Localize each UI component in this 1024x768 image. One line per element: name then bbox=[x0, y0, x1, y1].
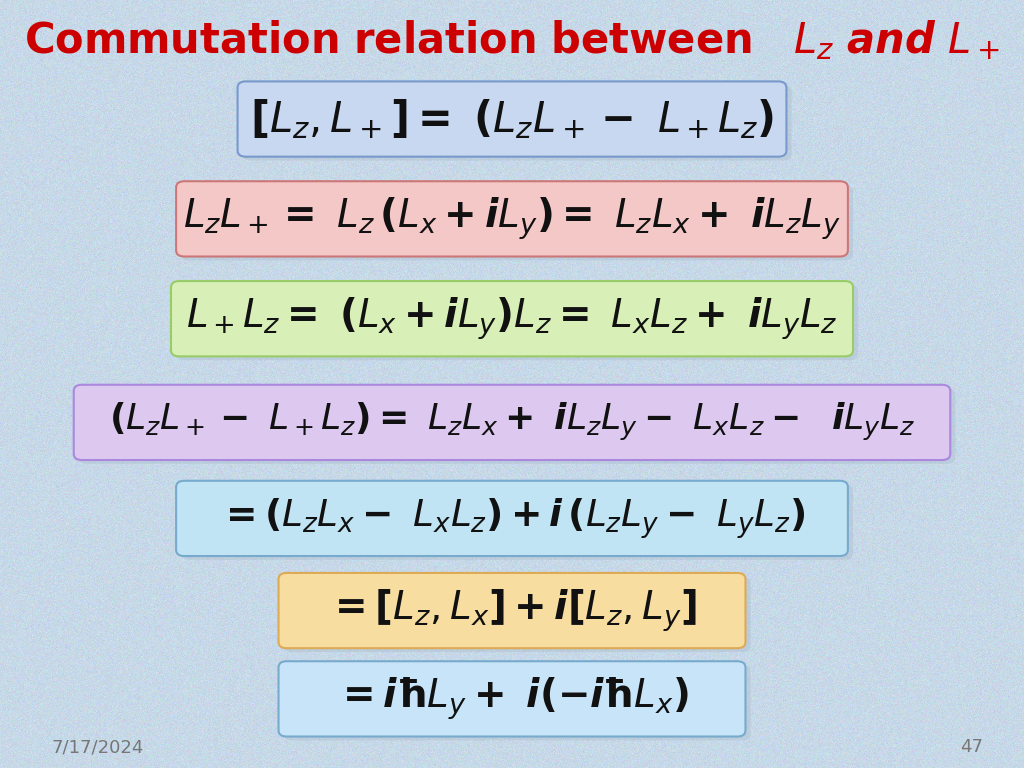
Text: $\boldsymbol{= (L_z L_x - \ L_x L_z) + i\,(L_z L_y - \ L_y L_z)}$: $\boldsymbol{= (L_z L_x - \ L_x L_z) + i… bbox=[218, 496, 806, 541]
Text: $\boldsymbol{L_+ L_z = \ (L_x + iL_y)L_z = \ L_x L_z + \ iL_y L_z}$: $\boldsymbol{L_+ L_z = \ (L_x + iL_y)L_z… bbox=[186, 296, 838, 342]
FancyBboxPatch shape bbox=[279, 661, 745, 737]
FancyBboxPatch shape bbox=[181, 485, 853, 560]
Text: $\boldsymbol{[L_z, L_+] = \ (L_z L_+ - \ L_+ L_z)}$: $\boldsymbol{[L_z, L_+] = \ (L_z L_+ - \… bbox=[250, 97, 774, 141]
FancyBboxPatch shape bbox=[284, 665, 751, 740]
FancyBboxPatch shape bbox=[279, 573, 745, 648]
FancyBboxPatch shape bbox=[176, 481, 848, 556]
FancyBboxPatch shape bbox=[74, 385, 950, 460]
Text: 7/17/2024: 7/17/2024 bbox=[51, 739, 143, 756]
FancyBboxPatch shape bbox=[171, 281, 853, 356]
FancyBboxPatch shape bbox=[238, 81, 786, 157]
FancyBboxPatch shape bbox=[176, 285, 858, 360]
Text: $\boldsymbol{(L_z L_+ - \ L_+ L_z) = \ L_z L_x + \ iL_z L_y - \ L_x L_z - \ \ iL: $\boldsymbol{(L_z L_+ - \ L_+ L_z) = \ L… bbox=[109, 402, 915, 443]
FancyBboxPatch shape bbox=[243, 85, 792, 161]
Text: $\boldsymbol{= i\hbar L_y + \ i(-i\hbar L_x)}$: $\boldsymbol{= i\hbar L_y + \ i(-i\hbar … bbox=[335, 676, 689, 722]
Text: 47: 47 bbox=[961, 739, 983, 756]
FancyBboxPatch shape bbox=[79, 389, 955, 464]
FancyBboxPatch shape bbox=[181, 185, 853, 260]
FancyBboxPatch shape bbox=[284, 577, 751, 652]
Text: $\bf{Commutation\ relation\ between}$$\quad \boldsymbol{L_z}\ \mathit{\boldsymbo: $\bf{Commutation\ relation\ between}$$\q… bbox=[24, 18, 1000, 62]
FancyBboxPatch shape bbox=[176, 181, 848, 257]
Text: $\boldsymbol{= [L_z, L_x] + i[L_z, L_y]}$: $\boldsymbol{= [L_z, L_x] + i[L_z, L_y]}… bbox=[327, 588, 697, 634]
Text: $\boldsymbol{L_z L_+ = \ L_z\,(L_x + iL_y) = \ L_z L_x + \ iL_z L_y}$: $\boldsymbol{L_z L_+ = \ L_z\,(L_x + iL_… bbox=[183, 196, 841, 242]
